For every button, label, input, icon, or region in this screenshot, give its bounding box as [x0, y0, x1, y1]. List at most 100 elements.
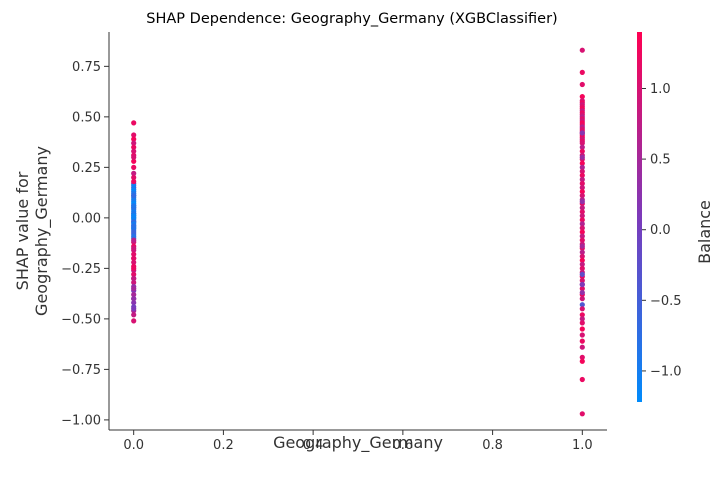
- data-point: [131, 255, 137, 261]
- data-point: [579, 160, 585, 166]
- scatter-points: [131, 47, 585, 417]
- axes: 0.0 0.2 0.4 0.6 0.8 1.0 −1.00 −0.75 −0.50 −0.25 0…: [61, 32, 607, 453]
- data-point: [579, 144, 585, 150]
- data-point: [131, 154, 137, 160]
- data-point: [579, 189, 585, 195]
- data-point: [131, 279, 137, 286]
- data-point: [131, 312, 137, 318]
- data-point: [131, 265, 137, 271]
- data-point: [579, 213, 585, 219]
- data-point: [579, 176, 585, 183]
- data-point: [579, 168, 585, 174]
- data-point: [579, 286, 585, 292]
- data-point: [579, 320, 585, 326]
- data-point: [131, 170, 137, 176]
- data-point: [579, 81, 585, 88]
- data-point: [579, 306, 585, 312]
- data-point: [579, 193, 585, 199]
- data-point: [579, 344, 585, 350]
- data-point: [131, 233, 137, 239]
- data-point: [579, 376, 585, 383]
- data-point: [579, 69, 585, 75]
- data-point: [131, 132, 137, 138]
- colorbar-ticks: −1.0 −0.5 0.0 0.5 1.0: [642, 82, 682, 379]
- data-point: [579, 229, 585, 235]
- chart-title: SHAP Dependence: Geography_Germany (XGBC…: [146, 11, 557, 27]
- data-point: [131, 213, 137, 219]
- data-point: [131, 148, 137, 154]
- data-point: [131, 193, 137, 199]
- colorbar-gradient: [637, 32, 642, 402]
- data-point: [579, 237, 585, 243]
- data-point: [579, 261, 585, 267]
- data-point: [579, 221, 585, 227]
- data-point: [131, 259, 137, 265]
- data-point: [579, 302, 585, 308]
- data-point: [579, 154, 585, 160]
- colorbar-tick-label: −0.5: [650, 294, 682, 309]
- data-point: [579, 338, 585, 344]
- x-tick-label: 0.6: [393, 438, 414, 453]
- colorbar: −1.0 −0.5 0.0 0.5 1.0 Balance: [637, 32, 714, 402]
- x-axis-label: Geography_Germany: [273, 433, 443, 453]
- x-tick-label: 0.2: [213, 438, 234, 453]
- y-tick-label: −0.50: [61, 312, 101, 327]
- data-point: [131, 203, 137, 209]
- data-point: [579, 290, 585, 296]
- y-tick-label: 0.25: [72, 161, 101, 176]
- data-point: [131, 300, 137, 306]
- data-point: [131, 286, 137, 292]
- data-point: [579, 312, 585, 318]
- colorbar-tick-label: 0.5: [650, 153, 671, 168]
- data-point: [579, 332, 585, 338]
- data-point: [131, 229, 137, 235]
- data-point: [131, 306, 137, 312]
- colorbar-tick-label: −1.0: [650, 364, 682, 379]
- data-point: [579, 277, 585, 284]
- data-point: [579, 326, 585, 332]
- data-point: [131, 223, 137, 229]
- y-tick-label: −0.25: [61, 262, 101, 277]
- data-point: [131, 296, 137, 302]
- data-point: [131, 144, 137, 150]
- data-point: [579, 209, 585, 215]
- data-point: [579, 257, 585, 263]
- y-tick-label: 0.50: [72, 110, 101, 125]
- data-point: [131, 197, 137, 203]
- data-point: [579, 411, 585, 417]
- data-point: [579, 217, 585, 223]
- data-point: [579, 199, 585, 205]
- data-point: [579, 164, 585, 170]
- data-point: [579, 249, 585, 255]
- data-point: [579, 225, 585, 231]
- data-point: [579, 296, 585, 302]
- data-point: [131, 140, 137, 146]
- data-point: [131, 178, 137, 185]
- data-point: [579, 265, 585, 271]
- data-point: [579, 354, 585, 360]
- data-point: [579, 253, 585, 259]
- data-point: [131, 318, 137, 324]
- y-ticks: −1.00 −0.75 −0.50 −0.25 0.00 0.25 0.50 0.75: [61, 60, 109, 428]
- y-tick-label: −0.75: [61, 363, 101, 378]
- x-tick-label: 0.0: [123, 438, 144, 453]
- data-point: [131, 251, 137, 257]
- colorbar-label: Balance: [695, 200, 714, 264]
- data-point: [579, 140, 585, 146]
- data-point: [131, 164, 137, 170]
- y-axis-label: SHAP value forGeography_Germany: [13, 146, 52, 316]
- data-point: [579, 94, 585, 100]
- colorbar-tick-label: 0.0: [650, 223, 671, 238]
- data-point: [579, 185, 585, 191]
- data-point: [131, 292, 137, 298]
- data-point: [579, 358, 585, 364]
- data-point: [579, 271, 585, 277]
- data-point: [131, 182, 137, 189]
- data-point: [579, 47, 585, 53]
- y-tick-label: 0.75: [72, 60, 101, 75]
- data-point: [579, 316, 585, 322]
- data-point: [131, 187, 137, 193]
- x-tick-label: 1.0: [572, 438, 593, 453]
- data-point: [131, 275, 137, 282]
